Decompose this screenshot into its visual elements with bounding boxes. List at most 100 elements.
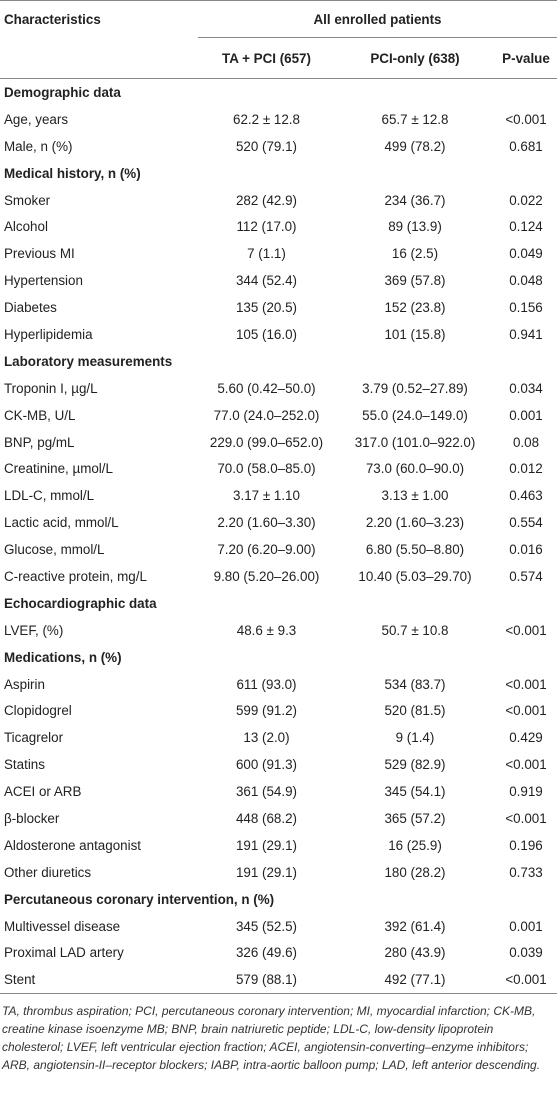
row-label: LVEF, (%) xyxy=(4,622,64,638)
cell: 89 (13.9) xyxy=(388,219,442,235)
data-row: C-reactive protein, mg/L 9.80 (5.20–26.00… xyxy=(0,563,557,590)
row-label: Proximal LAD artery xyxy=(4,945,124,961)
cell: 0.034 xyxy=(509,380,543,396)
cell: 180 (28.2) xyxy=(384,864,446,880)
section-label: Medications, n (%) xyxy=(4,649,122,665)
header-cell: TA + PCI (657) xyxy=(198,37,335,79)
row-label: Age, years xyxy=(4,111,69,127)
cell: <0.001 xyxy=(505,676,547,692)
data-row: Troponin I, µg/L 5.60 (0.42–50.0) 3.79 (0.… xyxy=(0,375,557,402)
group-header: All enrolled patients xyxy=(198,0,557,38)
row-label: Other diuretics xyxy=(4,864,92,880)
cell: 0.429 xyxy=(509,730,543,746)
cell: 0.022 xyxy=(509,192,543,208)
data-row: Creatinine, µmol/L 70.0 (58.0–85.0) 73.0 (… xyxy=(0,455,557,482)
data-row: Aldosterone antagonist 191 (29.1) 16 (25.9… xyxy=(0,832,557,859)
cell: 529 (82.9) xyxy=(384,757,446,773)
row-label: Multivessel disease xyxy=(4,918,121,934)
cell: 2.20 (1.60–3.23) xyxy=(365,515,465,531)
cell: 48.6 ± 9.3 xyxy=(236,622,297,638)
data-row: BNP, pg/mL 229.0 (99.0–652.0) 317.0 (101.0… xyxy=(0,429,557,456)
data-row: Age, years 62.2 ± 12.8 65.7 ± 12.8 <0.001 xyxy=(0,106,557,133)
row-label: C-reactive protein, mg/L xyxy=(4,568,147,584)
data-row: β-blocker 448 (68.2) 365 (57.2) <0.001 xyxy=(0,805,557,832)
data-row: Glucose, mmol/L 7.20 (6.20–9.00) 6.80 (5.5… xyxy=(0,536,557,563)
cell: 0.574 xyxy=(509,568,543,584)
section-label: Percutaneous coronary intervention, n (%… xyxy=(4,891,275,907)
row-label: Smoker xyxy=(4,192,51,208)
cell: 13 (2.0) xyxy=(243,730,290,746)
row-label: Male, n (%) xyxy=(4,138,73,154)
section-label: Medical history, n (%) xyxy=(4,165,141,181)
cell: <0.001 xyxy=(505,622,547,638)
row-label: Stent xyxy=(0,966,198,995)
cell: 0.048 xyxy=(509,273,543,289)
row-label: Statins xyxy=(4,757,45,773)
cell: 229.0 (99.0–652.0) xyxy=(209,434,324,450)
cell: 0.08 xyxy=(512,434,540,450)
section-row: Medical history, n (%) xyxy=(0,160,557,187)
row-label: Previous MI xyxy=(4,246,75,262)
header-cell: PCI-only (638) xyxy=(335,37,495,79)
cell: 77.0 (24.0–252.0) xyxy=(213,407,320,423)
cell: 73.0 (60.0–90.0) xyxy=(365,461,465,477)
table-body: Demographic data Age, years 62.2 ± 12.8 65.… xyxy=(0,79,557,995)
cell: 9 (1.4) xyxy=(395,730,435,746)
data-row: LDL-C, mmol/L 3.17 ± 1.10 3.13 ± 1.00 0.463 xyxy=(0,482,557,509)
cell: 191 (29.1) xyxy=(235,837,298,853)
cell: 611 (93.0) xyxy=(236,676,297,692)
cell: 365 (57.2) xyxy=(384,810,446,826)
cell: 70.0 (58.0–85.0) xyxy=(217,461,316,477)
cell: <0.001 xyxy=(505,757,547,773)
cell: 234 (36.7) xyxy=(384,192,446,208)
footnote: TA, thrombus aspiration; PCI, percutaneo… xyxy=(2,1004,541,1073)
cell: <0.001 xyxy=(505,703,547,719)
cell: 520 (79.1) xyxy=(235,138,298,154)
cell: 344 (52.4) xyxy=(235,273,298,289)
row-label: Clopidogrel xyxy=(4,703,72,719)
cell: 0.554 xyxy=(509,515,543,531)
cell: 9.80 (5.20–26.00) xyxy=(213,568,320,584)
data-row: Diabetes 135 (20.5) 152 (23.8) 0.156 xyxy=(0,294,557,321)
cell: 0.039 xyxy=(509,945,543,961)
data-row: Male, n (%) 520 (79.1) 499 (78.2) 0.681 xyxy=(0,133,557,160)
cell: 534 (83.7) xyxy=(384,676,446,692)
cell: 317.0 (101.0–922.0) xyxy=(354,434,476,450)
cell: 0.919 xyxy=(509,784,543,800)
cell: 345 (52.5) xyxy=(235,918,298,934)
data-row: Other diuretics 191 (29.1) 180 (28.2) 0.733 xyxy=(0,859,557,886)
cell: 499 (78.2) xyxy=(384,138,446,154)
data-table: Characteristics All enrolled patients TA… xyxy=(0,0,557,995)
cell: 0.196 xyxy=(509,837,543,853)
cell: 392 (61.4) xyxy=(384,918,446,934)
cell: 152 (23.8) xyxy=(384,300,446,316)
data-row: Proximal LAD artery 326 (49.6) 280 (43.9) 0… xyxy=(0,940,557,967)
row-label: Aldosterone antagonist xyxy=(4,837,141,853)
cell: 0.012 xyxy=(509,461,543,477)
section-label: Laboratory measurements xyxy=(4,353,173,369)
header-cell: Characteristics xyxy=(0,0,198,38)
row-label: Ticagrelor xyxy=(4,730,64,746)
cell: 280 (43.9) xyxy=(384,945,446,961)
cell: 282 (42.9) xyxy=(235,192,298,208)
cell: 0.001 xyxy=(509,918,543,934)
data-row: Statins 600 (91.3) 529 (82.9) <0.001 xyxy=(0,751,557,778)
row-label: Aspirin xyxy=(4,676,45,692)
cell: 326 (49.6) xyxy=(235,945,298,961)
row-label: Hyperlipidemia xyxy=(4,326,93,342)
cell: 599 (91.2) xyxy=(235,703,298,719)
cell: <0.001 xyxy=(505,810,547,826)
cell: 0.941 xyxy=(509,326,543,342)
section-row: Percutaneous coronary intervention, n (%… xyxy=(0,886,557,913)
row-label: Troponin I, µg/L xyxy=(4,380,98,396)
section-row: Echocardiographic data xyxy=(0,590,557,617)
cell: 0.124 xyxy=(509,219,543,235)
data-row: Clopidogrel 599 (91.2) 520 (81.5) <0.001 xyxy=(0,697,557,724)
data-row: Multivessel disease 345 (52.5) 392 (61.4) 0… xyxy=(0,913,557,940)
row-label: CK-MB, U/L xyxy=(4,407,76,423)
cell: 0.156 xyxy=(509,300,543,316)
cell: 520 (81.5) xyxy=(384,703,446,719)
header-cell: P-value xyxy=(495,37,557,79)
cell: 7 (1.1) xyxy=(247,246,286,262)
cell: 0.016 xyxy=(509,542,543,558)
